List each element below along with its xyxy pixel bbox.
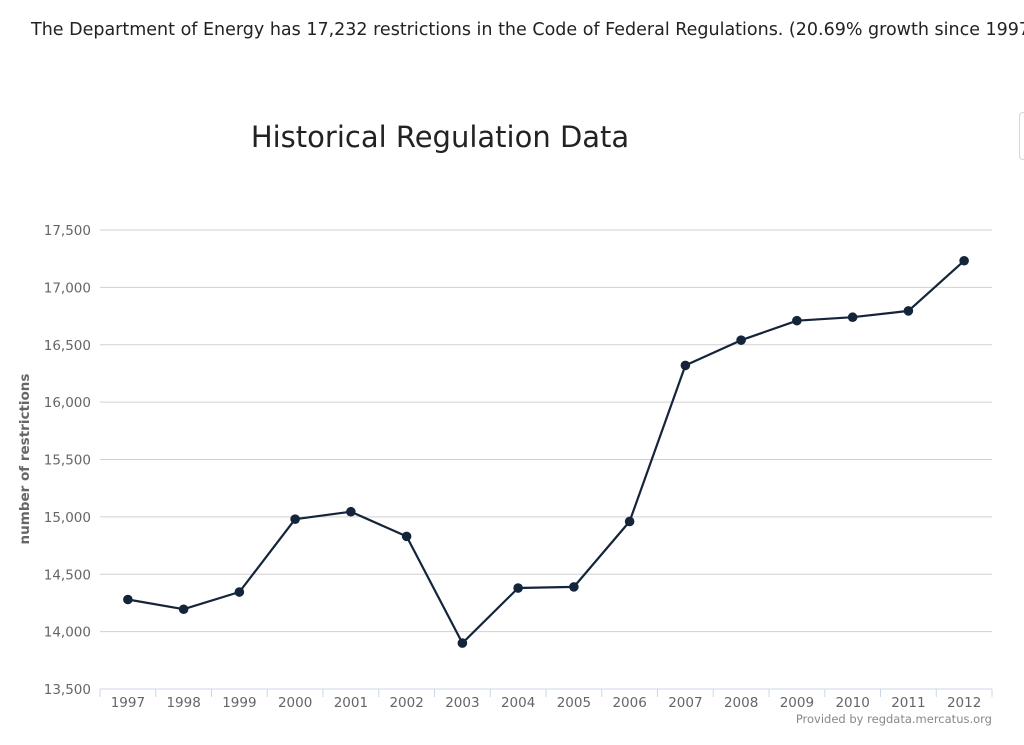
data-point-2009[interactable] [792,315,802,326]
data-point-2001[interactable] [346,506,356,517]
x-tick-label: 2003 [445,695,479,711]
y-tick-label: 16,000 [44,395,91,411]
grid-lines [100,229,992,633]
series-restrictions [123,255,969,648]
y-axis-title: number of restrictions [17,374,33,545]
data-point-2005[interactable] [569,582,579,592]
x-tick-label: 1997 [111,695,145,711]
x-tick-label: 2005 [557,695,591,711]
x-tick-label: 2004 [501,695,535,711]
x-tick-label: 2011 [891,695,925,711]
credits-link[interactable]: Provided by regdata.mercatus.org [796,712,992,726]
x-tick-label: 2002 [389,695,423,711]
y-tick-label: 17,000 [44,280,91,296]
data-point-1999[interactable] [234,587,245,597]
data-point-2004[interactable] [513,583,523,593]
x-tick-label: 2008 [724,695,758,711]
x-tick-label: 2001 [334,695,368,711]
y-axis-ticks: 13,500 14,000 14,500 15,000 15,500 16,000 16,5… [44,223,91,698]
y-tick-label: 16,500 [44,338,91,354]
data-point-2002[interactable] [401,531,412,542]
x-tick-label: 2009 [780,695,814,711]
series-line [126,259,966,645]
data-point-2010[interactable] [847,312,858,323]
data-point-1997[interactable] [123,594,133,605]
summary-text: The Department of Energy has 17,232 rest… [31,20,1024,40]
data-point-2000[interactable] [290,514,300,524]
data-point-2006[interactable] [624,516,635,527]
y-tick-label: 14,000 [44,625,91,641]
data-point-2012[interactable] [959,255,969,266]
side-scroll-tab[interactable] [1019,112,1024,160]
data-point-2003[interactable] [457,638,468,648]
data-point-2008[interactable] [736,335,746,345]
y-tick-label: 15,500 [44,453,91,469]
chart-title: Historical Regulation Data [251,120,629,154]
x-tick-label: 1998 [166,695,200,711]
x-axis: 1997 1998 1999 2000 2001 2002 2003 2004 2005 2006… [99,688,993,711]
x-tick-label: 1999 [222,695,256,711]
y-tick-label: 14,500 [44,567,91,583]
y-tick-label: 15,000 [44,510,91,526]
y-tick-label: 13,500 [44,682,91,698]
x-tick-label: 2012 [947,695,981,711]
x-tick-label: 2007 [668,695,702,711]
data-point-2011[interactable] [903,306,914,316]
x-tick-label: 2000 [278,695,312,711]
data-point-2007[interactable] [680,360,691,371]
x-tick-label: 2006 [612,695,646,711]
data-point-1998[interactable] [178,604,189,615]
x-tick-label: 2010 [835,695,869,711]
y-tick-label: 17,500 [44,223,91,239]
